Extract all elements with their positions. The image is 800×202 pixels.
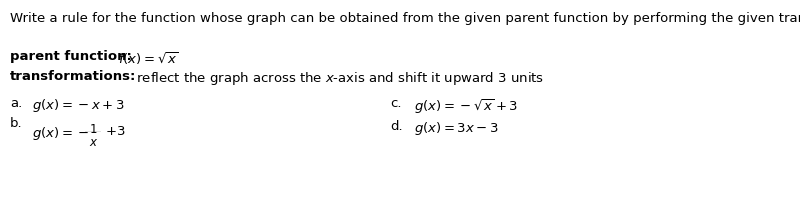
Text: $g(x) = -$: $g(x) = -$ — [32, 124, 89, 141]
Text: Write a rule for the function whose graph can be obtained from the given parent : Write a rule for the function whose grap… — [10, 12, 800, 25]
Text: $g(x) = 3x - 3$: $g(x) = 3x - 3$ — [414, 119, 498, 136]
Text: $g(x) = -\sqrt{x} + 3$: $g(x) = -\sqrt{x} + 3$ — [414, 97, 518, 115]
Text: $g(x) = -x + 3$: $g(x) = -x + 3$ — [32, 97, 125, 114]
Text: x: x — [90, 135, 97, 148]
Text: $+ 3$: $+ 3$ — [105, 124, 126, 137]
Text: b.: b. — [10, 116, 22, 129]
Text: 1: 1 — [90, 122, 97, 135]
Text: d.: d. — [390, 119, 402, 132]
Text: a.: a. — [10, 97, 22, 109]
Text: parent function:: parent function: — [10, 50, 132, 63]
Text: reflect the graph across the $x$-axis and shift it upward 3 units: reflect the graph across the $x$-axis an… — [128, 70, 544, 87]
Text: $f(x) = \sqrt{x}$: $f(x) = \sqrt{x}$ — [118, 50, 178, 66]
Text: transformations:: transformations: — [10, 70, 136, 83]
Text: c.: c. — [390, 97, 402, 109]
